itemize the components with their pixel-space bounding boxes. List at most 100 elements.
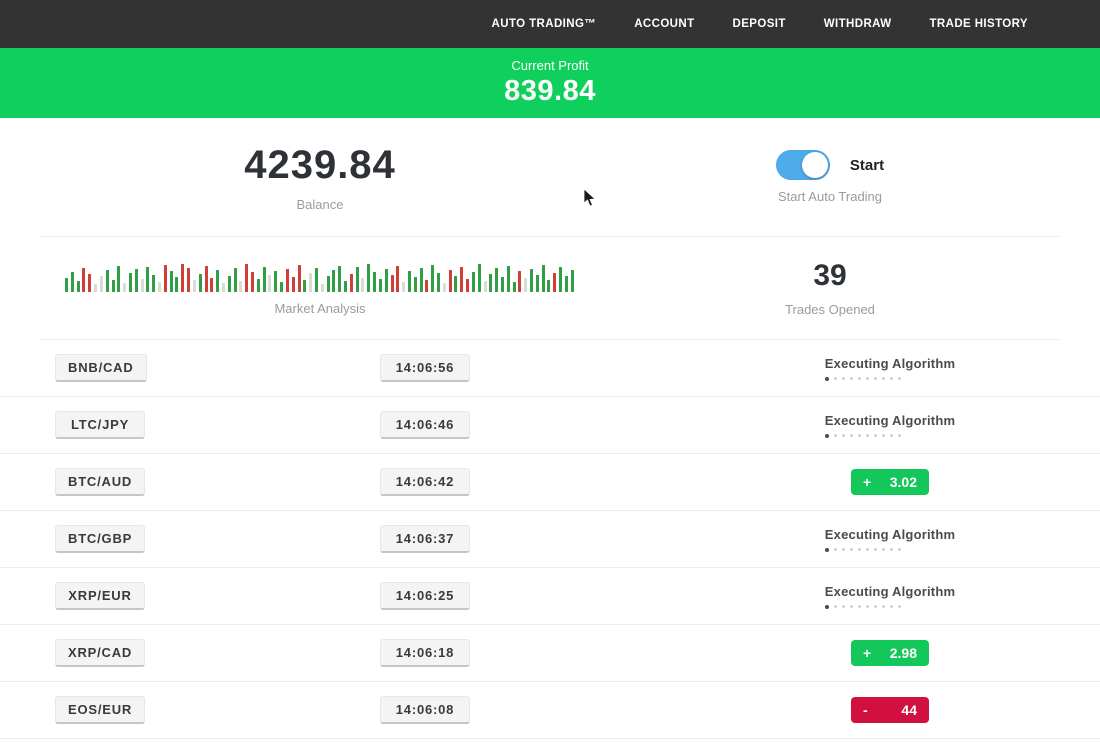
result-sign: - — [863, 702, 868, 718]
chart-bar — [483, 281, 487, 292]
chart-bar — [518, 271, 522, 292]
chart-bar — [530, 269, 533, 292]
current-profit-label: Current Profit — [511, 58, 589, 73]
chart-bar — [431, 265, 435, 292]
chart-bar — [489, 274, 493, 292]
top-navbar: AUTO TRADING™ ACCOUNT DEPOSIT WITHDRAW T… — [0, 0, 1100, 48]
chart-bar — [285, 269, 289, 292]
chart-bar — [187, 268, 191, 292]
chart-bar — [332, 270, 336, 292]
chart-bar — [181, 264, 185, 292]
progress-dot — [849, 434, 853, 437]
chart-bar — [123, 283, 127, 292]
chart-bar — [268, 275, 272, 292]
progress-dot — [841, 434, 845, 437]
progress-dot — [881, 548, 885, 551]
chart-bar — [70, 272, 74, 292]
progress-dot — [873, 434, 877, 437]
chart-bar — [396, 266, 400, 292]
chart-bar — [88, 274, 92, 292]
market-analysis-block: Market Analysis — [40, 237, 600, 339]
progress-dot — [865, 605, 869, 608]
chart-bar — [495, 268, 499, 292]
chart-bar — [140, 279, 144, 292]
progress-dots — [824, 433, 955, 438]
trade-time: 14:06:37 — [380, 525, 470, 553]
chart-bar — [227, 276, 231, 292]
chart-bar — [326, 276, 330, 292]
progress-dot — [897, 548, 901, 551]
chart-bar — [169, 271, 173, 292]
chart-bar — [437, 273, 440, 292]
nav-item-withdraw[interactable]: WITHDRAW — [823, 18, 892, 30]
trade-time: 14:06:42 — [380, 468, 470, 496]
chart-bar — [477, 264, 481, 292]
result-sign: + — [863, 474, 872, 490]
auto-trading-toggle[interactable] — [775, 150, 830, 180]
progress-dot — [824, 604, 829, 609]
chart-bar — [82, 268, 86, 292]
chart-bar — [192, 280, 196, 292]
balance-value: 4239.84 — [244, 142, 396, 187]
progress-dot — [833, 434, 837, 437]
balance-row: 4239.84 Balance Start Start Auto Trading — [40, 118, 1060, 237]
chart-bar — [76, 281, 80, 292]
progress-dot — [897, 377, 901, 380]
chart-bar — [175, 277, 179, 292]
chart-bar — [158, 282, 161, 292]
chart-bar — [128, 273, 132, 292]
chart-bar — [413, 277, 417, 292]
chart-bar — [221, 283, 225, 292]
chart-bar — [303, 280, 307, 292]
nav-item-auto-trading[interactable]: AUTO TRADING™ — [491, 18, 597, 30]
progress-dot — [897, 434, 901, 437]
chart-bar — [448, 270, 452, 292]
market-analysis-chart — [65, 260, 575, 292]
progress-dot — [873, 377, 877, 380]
chart-bar — [65, 278, 68, 292]
chart-bar — [297, 265, 301, 292]
executing-status: Executing Algorithm — [824, 527, 955, 552]
chart-bar — [105, 270, 109, 292]
chart-bar — [245, 264, 249, 292]
nav-item-account[interactable]: ACCOUNT — [634, 18, 695, 30]
chart-bar — [146, 267, 150, 292]
toggle-knob — [801, 152, 828, 178]
progress-dot — [889, 434, 893, 437]
chart-bar — [506, 266, 510, 292]
chart-bar — [541, 265, 545, 292]
progress-dot — [857, 434, 861, 437]
chart-bar — [274, 271, 278, 292]
trade-time: 14:06:18 — [380, 639, 470, 667]
executing-label: Executing Algorithm — [824, 355, 956, 371]
executing-status: Executing Algorithm — [824, 355, 956, 381]
chart-bar — [134, 269, 138, 292]
progress-dot — [865, 548, 869, 551]
executing-status: Executing Algorithm — [824, 584, 955, 609]
pair-badge: EOS/EUR — [55, 696, 146, 724]
nav-item-trade-history[interactable]: TRADE HISTORY — [929, 18, 1028, 30]
progress-dot — [841, 605, 845, 608]
chart-bar — [402, 282, 406, 292]
trade-time: 14:06:46 — [380, 411, 470, 439]
chart-bar — [524, 278, 528, 292]
result-value: 44 — [901, 702, 917, 718]
result-value: 3.02 — [889, 474, 917, 490]
progress-dots — [824, 604, 955, 609]
progress-dot — [857, 605, 861, 608]
table-row: XRP/CAD 14:06:18 + 2.98 — [0, 625, 1100, 682]
progress-dot — [873, 605, 877, 608]
chart-bar — [570, 270, 574, 292]
progress-dot — [889, 377, 893, 380]
executing-label: Executing Algorithm — [824, 412, 956, 428]
result-sign: + — [863, 645, 872, 661]
trades-opened-value: 39 — [813, 259, 847, 292]
toggle-start-label: Start — [849, 156, 885, 174]
table-row: BNB/CAD 14:06:56 Executing Algorithm — [0, 340, 1100, 397]
progress-dots — [824, 376, 955, 381]
chart-bar — [338, 266, 342, 292]
chart-bar — [251, 272, 254, 292]
chart-bar — [216, 270, 220, 292]
chart-bar — [553, 273, 557, 292]
nav-item-deposit[interactable]: DEPOSIT — [732, 18, 786, 30]
